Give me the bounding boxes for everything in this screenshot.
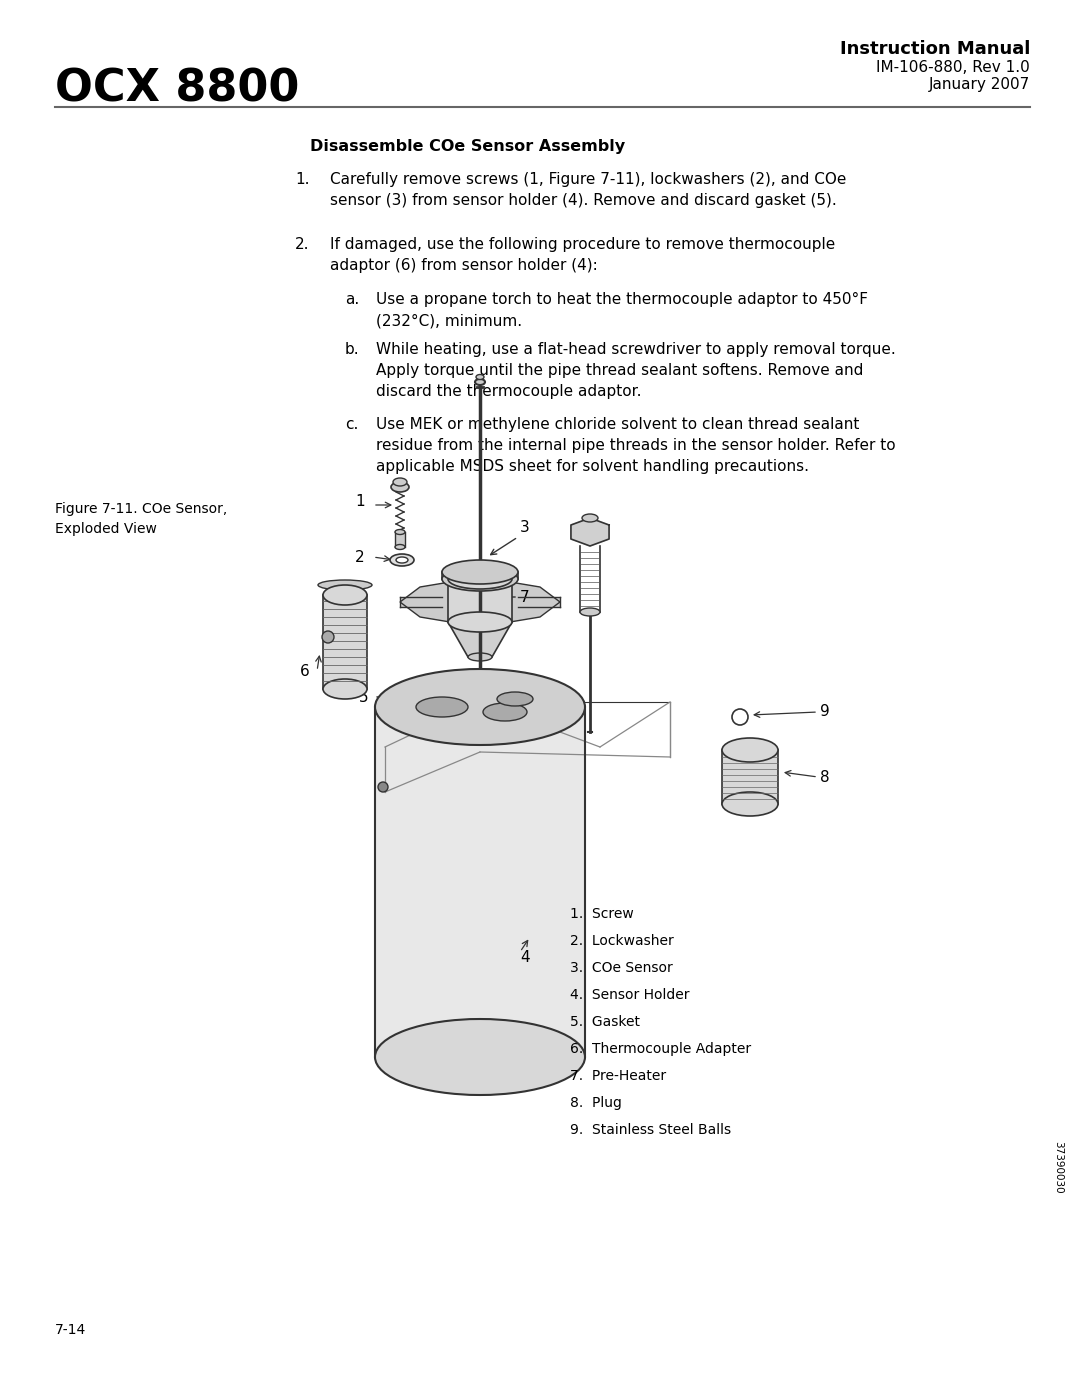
- Ellipse shape: [475, 379, 485, 386]
- Text: 4.  Sensor Holder: 4. Sensor Holder: [570, 988, 689, 1002]
- Polygon shape: [442, 571, 518, 578]
- Text: 3.  COe Sensor: 3. COe Sensor: [570, 961, 673, 975]
- Text: Use a propane torch to heat the thermocouple adaptor to 450°F
(232°C), minimum.: Use a propane torch to heat the thermoco…: [376, 292, 868, 328]
- Polygon shape: [723, 750, 778, 805]
- Ellipse shape: [375, 1018, 585, 1095]
- Text: c.: c.: [345, 416, 359, 432]
- Text: 37390030: 37390030: [1053, 1141, 1063, 1193]
- Text: 2: 2: [355, 549, 365, 564]
- Text: Instruction Manual: Instruction Manual: [839, 41, 1030, 59]
- Text: 6.  Thermocouple Adapter: 6. Thermocouple Adapter: [570, 1042, 751, 1056]
- Ellipse shape: [430, 686, 530, 722]
- Text: IM-106-880, Rev 1.0: IM-106-880, Rev 1.0: [876, 60, 1030, 75]
- Ellipse shape: [497, 692, 534, 705]
- Ellipse shape: [723, 738, 778, 761]
- Polygon shape: [400, 577, 561, 627]
- Text: January 2007: January 2007: [929, 77, 1030, 92]
- Ellipse shape: [323, 585, 367, 605]
- Ellipse shape: [318, 580, 372, 590]
- Text: 8.  Plug: 8. Plug: [570, 1097, 622, 1111]
- Ellipse shape: [468, 652, 492, 661]
- Polygon shape: [448, 622, 512, 657]
- Text: 5: 5: [359, 690, 368, 704]
- Text: 7.  Pre-Heater: 7. Pre-Heater: [570, 1069, 666, 1083]
- Polygon shape: [375, 707, 585, 1058]
- Ellipse shape: [390, 555, 414, 566]
- Circle shape: [378, 782, 388, 792]
- Text: 7: 7: [519, 590, 529, 605]
- Text: 2.  Lockwasher: 2. Lockwasher: [570, 935, 674, 949]
- Polygon shape: [395, 532, 405, 548]
- Ellipse shape: [723, 792, 778, 816]
- Text: Carefully remove screws (1, Figure 7-11), lockwashers (2), and COe
sensor (3) fr: Carefully remove screws (1, Figure 7-11)…: [330, 172, 847, 208]
- Polygon shape: [400, 597, 442, 608]
- Ellipse shape: [323, 679, 367, 698]
- Text: 8: 8: [820, 770, 829, 785]
- Polygon shape: [323, 595, 367, 689]
- Ellipse shape: [442, 560, 518, 584]
- Text: 1.  Screw: 1. Screw: [570, 907, 634, 921]
- Text: 3: 3: [519, 520, 530, 535]
- Text: 1.: 1.: [295, 172, 310, 187]
- Text: 9.  Stainless Steel Balls: 9. Stainless Steel Balls: [570, 1123, 731, 1137]
- Text: If damaged, use the following procedure to remove thermocouple
adaptor (6) from : If damaged, use the following procedure …: [330, 237, 835, 272]
- Text: While heating, use a flat-head screwdriver to apply removal torque.
Apply torque: While heating, use a flat-head screwdriv…: [376, 342, 895, 400]
- Text: 6: 6: [300, 665, 310, 679]
- Circle shape: [322, 631, 334, 643]
- Text: Use MEK or methylene chloride solvent to clean thread sealant
residue from the i: Use MEK or methylene chloride solvent to…: [376, 416, 895, 474]
- Ellipse shape: [396, 557, 408, 563]
- Polygon shape: [571, 518, 609, 546]
- Ellipse shape: [395, 529, 405, 535]
- Text: a.: a.: [345, 292, 360, 307]
- Ellipse shape: [391, 482, 409, 492]
- Ellipse shape: [402, 676, 558, 732]
- Ellipse shape: [416, 697, 468, 717]
- Ellipse shape: [483, 703, 527, 721]
- Ellipse shape: [453, 694, 508, 714]
- Text: 1: 1: [355, 495, 365, 510]
- Ellipse shape: [448, 569, 512, 590]
- Text: Figure 7-11. COe Sensor,
Exploded View: Figure 7-11. COe Sensor, Exploded View: [55, 502, 227, 535]
- Ellipse shape: [375, 669, 585, 745]
- Ellipse shape: [476, 374, 484, 380]
- Text: b.: b.: [345, 342, 360, 358]
- Ellipse shape: [732, 710, 748, 725]
- Text: 2.: 2.: [295, 237, 310, 251]
- Ellipse shape: [393, 478, 407, 486]
- Ellipse shape: [582, 514, 598, 522]
- Polygon shape: [448, 578, 512, 622]
- Ellipse shape: [395, 545, 405, 549]
- Text: 7-14: 7-14: [55, 1323, 86, 1337]
- Text: 4: 4: [519, 950, 529, 964]
- Ellipse shape: [442, 567, 518, 591]
- Text: OCX 8800: OCX 8800: [55, 67, 299, 110]
- Polygon shape: [518, 597, 561, 608]
- Text: Disassemble COe Sensor Assembly: Disassemble COe Sensor Assembly: [310, 138, 625, 154]
- Text: 9: 9: [820, 704, 829, 719]
- Ellipse shape: [448, 612, 512, 631]
- Ellipse shape: [580, 608, 600, 616]
- Text: 5.  Gasket: 5. Gasket: [570, 1016, 640, 1030]
